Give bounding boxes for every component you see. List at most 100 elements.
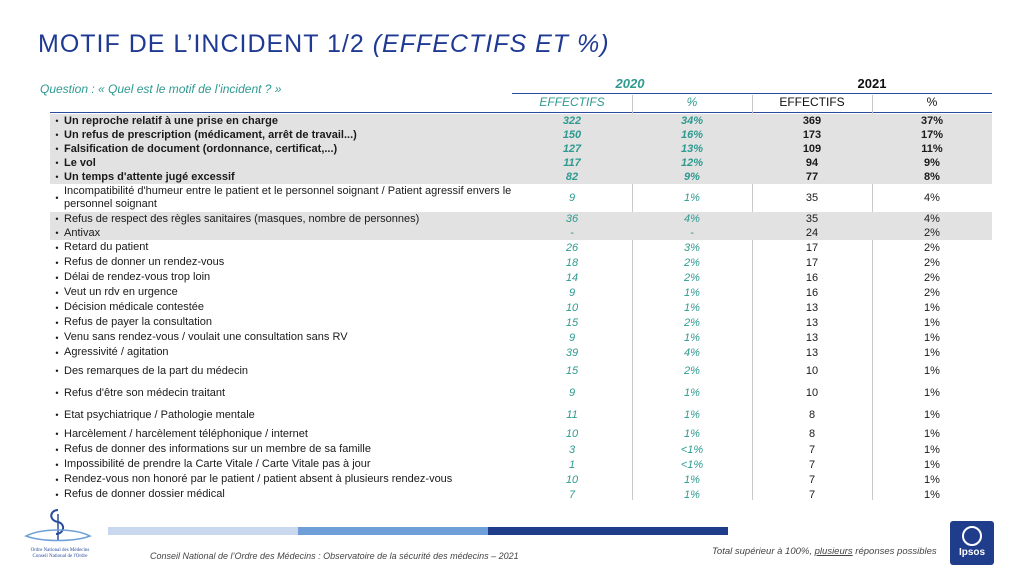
effectifs-2020-cell: 9	[568, 331, 576, 344]
footnote: Total supérieur à 100%, plusieurs répons…	[712, 546, 937, 557]
pct-2021-cell: 1%	[924, 301, 940, 314]
pct-2020-cell: 1%	[684, 473, 700, 486]
effectifs-2020-cell: 127	[562, 143, 582, 155]
effectifs-2020-cell: 9	[568, 286, 576, 299]
pct-2020-cell: 1%	[684, 286, 700, 299]
ipsos-emblem-icon	[962, 526, 982, 546]
pct-2020-cell: 2%	[684, 365, 700, 377]
pct-2020-cell: <1%	[680, 443, 704, 456]
effectifs-2020-cell: -	[570, 227, 574, 239]
col-pct-2020: %	[686, 95, 698, 109]
row-label: Décision médicale contestée	[64, 301, 205, 313]
year-2020-header: 2020	[615, 76, 645, 91]
effectifs-2021-cell: 16	[805, 286, 819, 299]
table-row: • Le vol 117 12% 94 9%	[50, 156, 992, 170]
pct-2020-cell: 9%	[684, 171, 700, 183]
pct-2021-cell: 2%	[924, 271, 940, 284]
pct-2020-cell: <1%	[680, 458, 704, 471]
pct-2021-cell: 9%	[924, 157, 940, 169]
pct-2021-cell: 1%	[924, 365, 940, 377]
pct-2021-cell: 1%	[924, 473, 940, 486]
footer-source: Conseil National de l’Ordre des Médecins…	[150, 551, 519, 561]
table-row: • Veut un rdv en urgence 9 1% 16 2%	[50, 285, 992, 300]
table-row: • Un temps d'attente jugé excessif 82 9% 77 8…	[50, 170, 992, 184]
bullet-icon: •	[55, 193, 59, 203]
effectifs-2020-cell: 1	[568, 458, 576, 471]
bullet-icon: •	[55, 347, 59, 358]
effectifs-2021-cell: 369	[802, 115, 822, 127]
pct-2020-cell: 1%	[684, 409, 700, 421]
effectifs-2020-cell: 117	[563, 157, 581, 169]
row-label: Harcèlement / harcèlement téléphonique /…	[64, 427, 308, 440]
cnom-logo	[24, 509, 92, 542]
effectifs-2021-cell: 13	[805, 346, 819, 359]
row-label: Antivax	[64, 226, 101, 239]
pct-2021-cell: 1%	[924, 443, 940, 456]
effectifs-2021-cell: 77	[805, 171, 819, 183]
col-pct-2021: %	[926, 95, 938, 109]
row-label: Retard du patient	[64, 241, 149, 253]
effectifs-2021-cell: 24	[805, 227, 819, 239]
effectifs-2020-cell: 10	[565, 301, 579, 314]
pct-2021-cell: 8%	[924, 171, 940, 183]
bullet-icon: •	[55, 410, 59, 420]
table-row: • Falsification de document (ordonnance, …	[50, 142, 992, 156]
table-top-divider	[50, 112, 992, 113]
bullet-icon: •	[55, 257, 59, 268]
pct-2020-cell: 4%	[684, 346, 700, 359]
bullet-icon: •	[55, 144, 59, 154]
pct-2021-cell: 1%	[924, 409, 940, 421]
pct-2021-cell: 1%	[924, 458, 940, 471]
table-row: • Un refus de prescription (médicament, a…	[50, 128, 992, 142]
pct-2021-cell: 1%	[924, 316, 940, 329]
bullet-icon: •	[55, 489, 59, 500]
effectifs-2020-cell: 14	[565, 271, 579, 284]
pct-2021-cell: 4%	[924, 213, 940, 225]
incident-table: • Un reproche relatif à une prise en char…	[50, 114, 992, 502]
effectifs-2020-cell: 9	[568, 387, 576, 399]
pct-2021-cell: 2%	[924, 227, 940, 239]
cnom-logo-text: Ordre National des Médecins Conseil Nati…	[30, 548, 90, 559]
table-row: • Retard du patient 26 3% 17 2%	[50, 240, 992, 255]
effectifs-2020-cell: 11	[566, 409, 578, 421]
table-row: • Décision médicale contestée 10 1% 13 1%	[50, 300, 992, 315]
footer-bar-segment	[108, 527, 298, 535]
effectifs-2020-cell: 10	[565, 428, 579, 440]
bullet-icon: •	[55, 116, 59, 126]
effectifs-2020-cell: 82	[565, 171, 579, 183]
effectifs-2021-cell: 7	[808, 458, 816, 471]
row-label: Venu sans rendez-vous / voulait une cons…	[64, 331, 348, 343]
table-row: • Refus de donner dossier médical 7 1% 7 1%	[50, 487, 992, 502]
effectifs-2020-cell: 36	[565, 213, 579, 225]
bullet-icon: •	[55, 272, 59, 283]
row-label: Un refus de prescription (médicament, ar…	[64, 128, 357, 141]
table-row: • Incompatibilité d'humeur entre le patie…	[50, 184, 992, 212]
ipsos-logo-text: Ipsos	[958, 547, 986, 558]
year-2021-header: 2021	[857, 76, 887, 91]
effectifs-2021-cell: 10	[805, 387, 819, 399]
bullet-icon: •	[55, 332, 59, 343]
table-row: • Venu sans rendez-vous / voulait une con…	[50, 330, 992, 345]
pct-2021-cell: 1%	[924, 346, 940, 359]
row-label: Falsification de document (ordonnance, c…	[64, 142, 338, 155]
effectifs-2021-cell: 173	[802, 129, 822, 141]
bullet-icon: •	[55, 172, 59, 182]
row-label: Délai de rendez-vous trop loin	[64, 271, 211, 283]
table-row: • Etat psychiatrique / Pathologie mentale…	[50, 404, 992, 426]
table-row: • Refus de payer la consultation 15 2% 13 1%	[50, 315, 992, 330]
pct-2021-cell: 1%	[924, 331, 940, 344]
row-label: Des remarques de la part du médecin	[64, 364, 249, 377]
pct-2020-cell: 1%	[684, 387, 700, 399]
row-label: Etat psychiatrique / Pathologie mentale	[64, 408, 255, 421]
bullet-icon: •	[55, 366, 59, 376]
table-row: • Refus d'être son médecin traitant 9 1% 10 1…	[50, 382, 992, 404]
effectifs-2021-cell: 17	[805, 256, 819, 269]
row-label: Veut un rdv en urgence	[64, 286, 178, 298]
row-label: Un temps d'attente jugé excessif	[64, 170, 235, 183]
ipsos-logo: Ipsos	[950, 521, 994, 565]
effectifs-2020-cell: 9	[568, 192, 576, 204]
effectifs-2021-cell: 13	[805, 301, 819, 314]
effectifs-2021-cell: 8	[808, 428, 816, 440]
effectifs-2020-cell: 7	[568, 488, 576, 501]
effectifs-2021-cell: 8	[808, 409, 816, 421]
